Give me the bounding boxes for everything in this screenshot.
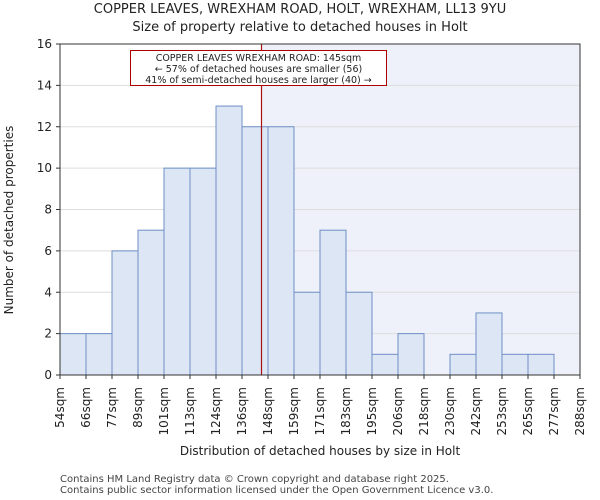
x-tick-label: 101sqm [157, 387, 171, 435]
bar-148sqm [267, 126, 295, 376]
bar-242sqm [475, 312, 503, 376]
bar-89sqm [137, 229, 165, 376]
annotation-line-3: 41% of semi-detached houses are larger (… [145, 75, 372, 86]
x-tick-label: 265sqm [521, 387, 535, 435]
bar-101sqm [163, 167, 191, 376]
x-tick-label: 77sqm [105, 387, 119, 428]
bar-54sqm [59, 333, 87, 376]
x-axis-label: Distribution of detached houses by size … [179, 444, 461, 458]
x-tick-label: 206sqm [391, 387, 405, 435]
bar-195sqm [371, 353, 399, 376]
bar-77sqm [111, 250, 139, 376]
bar-265sqm [527, 353, 555, 376]
footer-line-2: Contains public sector information licen… [60, 485, 494, 496]
bar-253sqm [501, 353, 529, 376]
bar-124sqm [215, 105, 243, 376]
footer-line-1: Contains HM Land Registry data © Crown c… [60, 474, 449, 485]
y-tick-label: 8 [44, 203, 52, 217]
y-tick-label: 0 [44, 368, 52, 382]
x-tick-label: 218sqm [417, 387, 431, 435]
y-tick-label: 2 [44, 327, 52, 341]
y-tick-label: 12 [37, 120, 52, 134]
x-tick-label: 288sqm [573, 387, 587, 435]
histogram-chart: 0 2 4 6 8 10 12 14 16 54sqm 66sqm 77sqm 89sqm 101sqm 1… [37, 37, 587, 435]
x-tick-label: 136sqm [235, 387, 249, 435]
x-tick-label: 195sqm [365, 387, 379, 435]
chart-title: COPPER LEAVES, WREXHAM ROAD, HOLT, WREXH… [93, 2, 507, 17]
bar-113sqm [189, 167, 217, 376]
x-tick-label: 230sqm [443, 387, 457, 435]
bar-136sqm [241, 126, 269, 376]
bar-66sqm [85, 333, 113, 376]
bar-230sqm [449, 353, 477, 376]
x-tick-label: 66sqm [79, 387, 93, 428]
x-tick-label: 89sqm [131, 387, 145, 428]
x-tick-label: 159sqm [287, 387, 301, 435]
x-tick-label: 124sqm [209, 387, 223, 435]
x-tick-label: 253sqm [495, 387, 509, 435]
annotation-line-1: COPPER LEAVES WREXHAM ROAD: 145sqm [155, 53, 362, 64]
annotation-box: COPPER LEAVES WREXHAM ROAD: 145sqm ← 57%… [130, 50, 387, 86]
x-tick-label: 242sqm [469, 387, 483, 435]
y-tick-label: 16 [37, 37, 52, 51]
y-axis-label: Number of detached properties [2, 125, 16, 315]
x-tick-label: 171sqm [313, 387, 327, 435]
bar-171sqm [319, 229, 347, 376]
bar-183sqm [345, 291, 373, 376]
y-axis-label-wrap: Number of detached properties [2, 126, 22, 315]
y-tick-label: 4 [44, 285, 52, 299]
x-tick-label: 183sqm [339, 387, 353, 435]
y-tick-label: 6 [44, 244, 52, 258]
x-tick-label: 148sqm [261, 387, 275, 435]
x-tick-label: 113sqm [183, 387, 197, 435]
y-tick-label: 10 [37, 161, 52, 175]
chart-subtitle: Size of property relative to detached ho… [132, 20, 468, 35]
x-tick-label: 277sqm [547, 387, 561, 435]
bar-159sqm [293, 291, 321, 376]
annotation-line-2: ← 57% of detached houses are smaller (56… [154, 64, 363, 75]
x-tick-label: 54sqm [53, 387, 67, 428]
bar-206sqm [397, 333, 425, 376]
y-tick-label: 14 [37, 78, 52, 92]
